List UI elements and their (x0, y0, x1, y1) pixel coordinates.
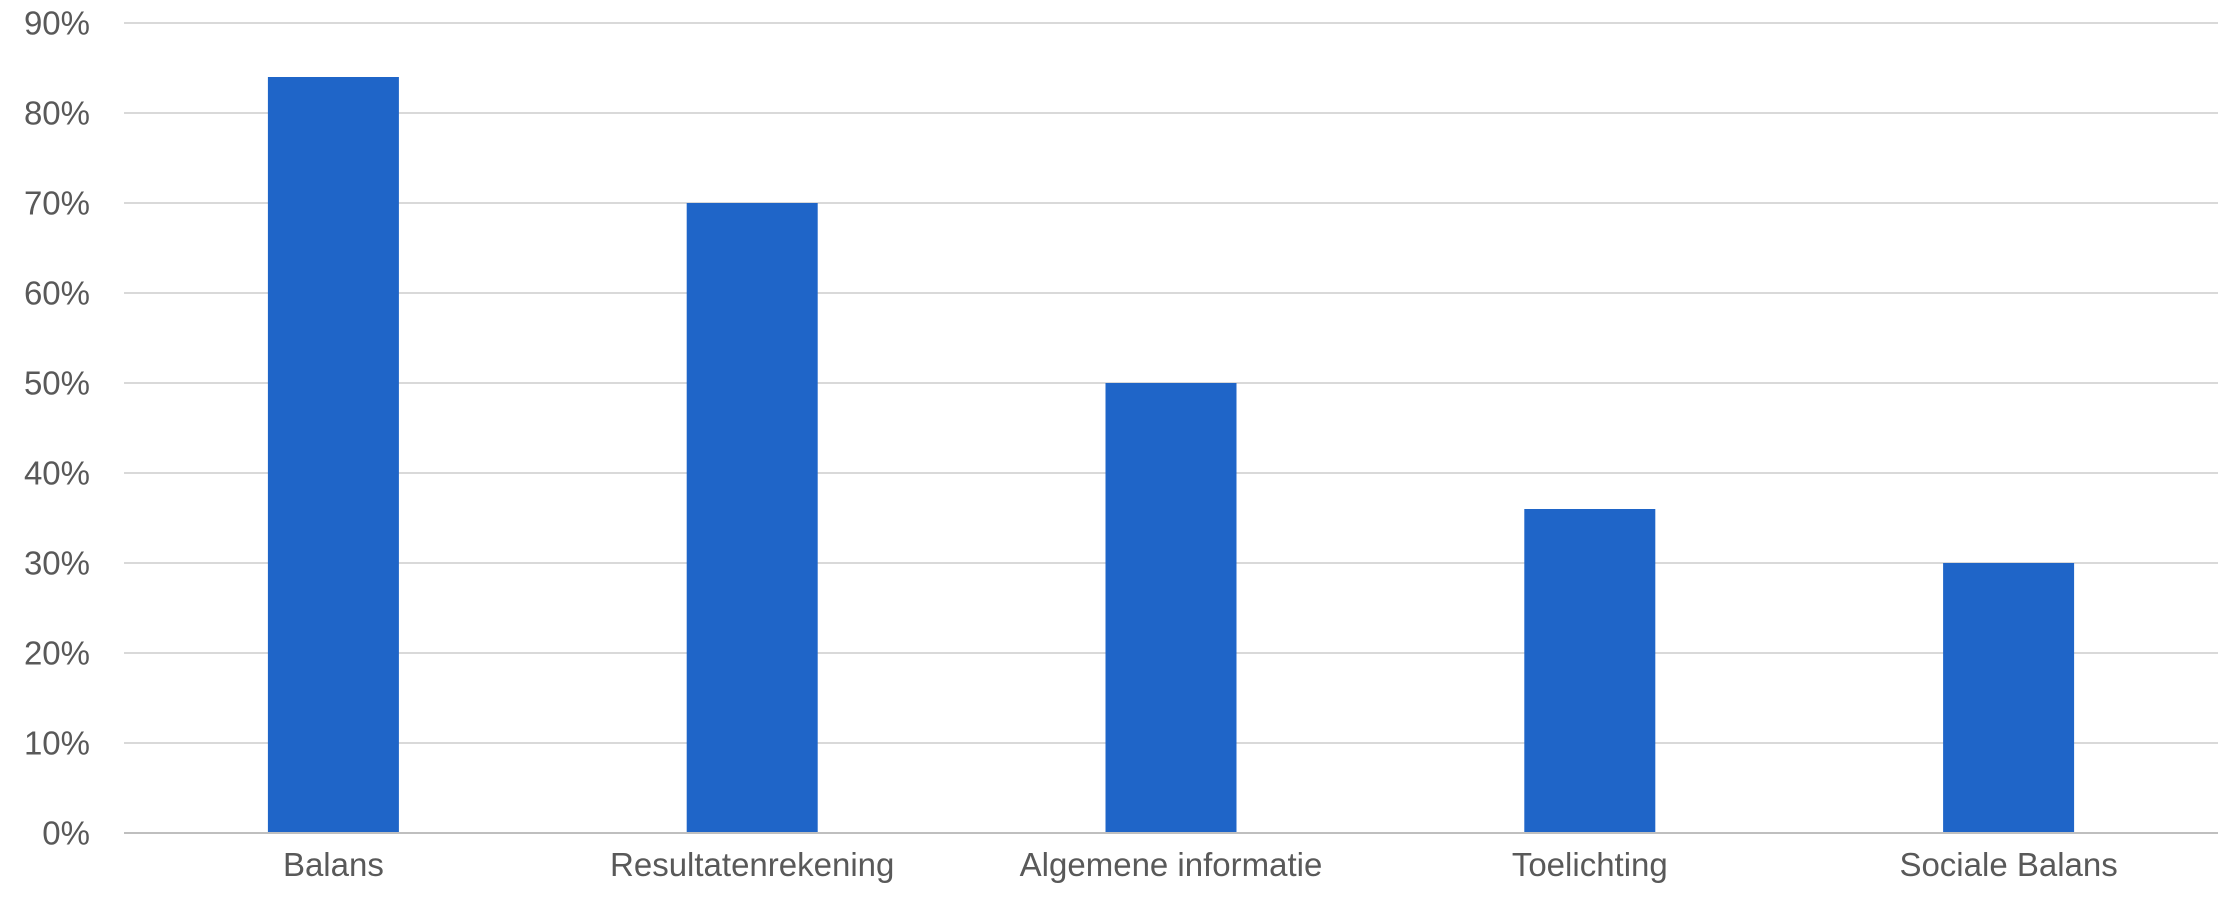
y-tick-label: 60% (24, 275, 90, 312)
y-tick-label: 30% (24, 545, 90, 582)
y-tick-label: 10% (24, 725, 90, 762)
y-tick-label: 70% (24, 185, 90, 222)
x-tick-label: Resultatenrekening (610, 846, 894, 883)
y-tick-label: 90% (24, 5, 90, 42)
y-axis-tick-labels: 0% 10% 20% 30% 40% 50% 60% 70% 80% 90% (24, 5, 90, 852)
y-tick-label: 50% (24, 365, 90, 402)
bar-resultatenrekening (686, 203, 818, 833)
bar-algemene-informatie (1105, 383, 1237, 833)
y-tick-label: 40% (24, 455, 90, 492)
x-axis-tick-labels: Balans Resultatenrekening Algemene informa… (283, 846, 2118, 883)
x-tick-label: Algemene informatie (1020, 846, 1323, 883)
bar-sociale-balans (1943, 563, 2075, 833)
x-tick-label: Sociale Balans (1899, 846, 2117, 883)
x-tick-label: Balans (283, 846, 384, 883)
bars (267, 77, 2075, 833)
y-tick-label: 20% (24, 635, 90, 672)
x-tick-label: Toelichting (1512, 846, 1668, 883)
bar-toelichting (1524, 509, 1656, 833)
bar-balans (267, 77, 399, 833)
y-tick-label: 80% (24, 95, 90, 132)
y-tick-label: 0% (42, 815, 90, 852)
